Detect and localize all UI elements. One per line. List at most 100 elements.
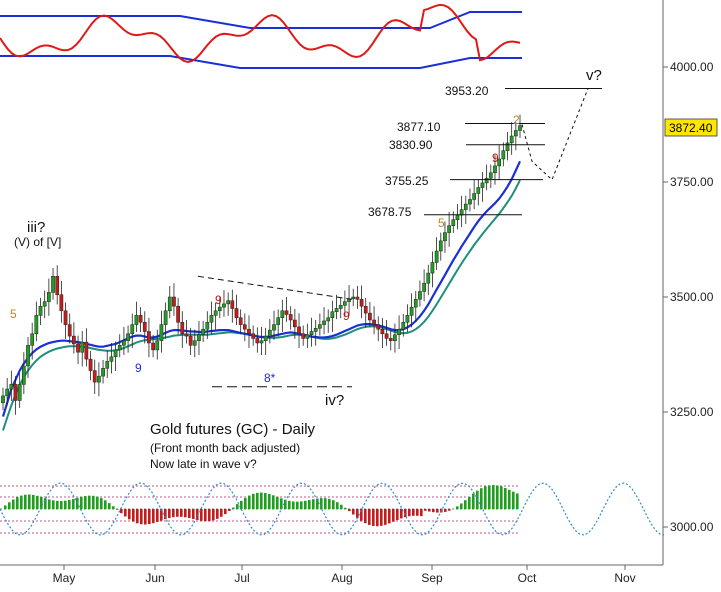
oscillator-bar (488, 485, 491, 509)
candle-body (438, 240, 443, 252)
oscillator-bar (168, 509, 171, 518)
oscillator-bar (424, 509, 427, 511)
candle-body (209, 315, 214, 323)
upper-band-line (0, 11, 522, 29)
oscillator-bar (504, 487, 507, 509)
oscillator-bar (112, 506, 115, 509)
x-tick-label: May (53, 571, 76, 585)
level-label-3877: 3877.10 (397, 120, 441, 134)
oscillator-bar (216, 509, 219, 519)
candle-body (284, 310, 289, 315)
candle-body (330, 311, 335, 318)
oscillator-bar (472, 493, 475, 509)
y-tick-label: 3500.00 (670, 290, 714, 304)
oscillator-bar (344, 507, 347, 509)
oscillator-bar (36, 495, 39, 509)
candle-body (97, 375, 101, 383)
oscillator-bar (332, 500, 335, 509)
oscillator-bar (516, 493, 519, 509)
candle-body (476, 187, 481, 194)
top-oscillator (0, 3, 522, 69)
oscillator-bar (400, 509, 403, 519)
oscillator-bar (492, 485, 495, 509)
candle-body (155, 340, 160, 351)
oscillator-bar (188, 509, 191, 519)
last-price-badge (664, 118, 718, 137)
candle-body (213, 310, 218, 316)
count-label: 5 (438, 216, 445, 230)
candle-body (355, 296, 360, 300)
oscillator-bar (396, 509, 399, 521)
oscillator-bar (236, 504, 239, 509)
oscillator-bar (288, 500, 291, 509)
x-tick-label: Oct (518, 571, 537, 585)
count-label: 9 (215, 293, 222, 307)
oscillator-bar (132, 509, 135, 522)
oscillator-bar (408, 509, 411, 517)
oscillator-bar (12, 499, 15, 509)
chart-subtitle-2: Now late in wave v? (150, 457, 257, 471)
candle-body (80, 341, 85, 353)
oscillator-bar (420, 509, 423, 517)
candle-body (401, 322, 406, 330)
oscillator-bar (84, 496, 87, 509)
candle-body (405, 315, 410, 323)
candle-body (301, 333, 306, 339)
projection-path (521, 88, 589, 181)
chart-subtitle-1: (Front month back adjusted) (150, 441, 300, 455)
oscillator-bar (28, 494, 31, 509)
candle-body (472, 193, 476, 200)
y-tick-label: 3250.00 (670, 405, 714, 419)
oscillator-bar (308, 500, 311, 509)
oscillator-bar (16, 497, 19, 509)
candle-body (188, 335, 193, 346)
oscillator-bar (292, 501, 295, 509)
oscillator-bar (24, 494, 27, 509)
candle-body (67, 324, 72, 337)
oscillator-bar (280, 498, 283, 509)
oscillator-bar (4, 505, 7, 509)
candle-body (297, 326, 301, 335)
oscillator-bar (264, 492, 267, 509)
oscillator-bar (368, 509, 371, 525)
candle-body (159, 324, 164, 341)
last-price-label: 3872.40 (669, 121, 713, 135)
oscillator-bar (496, 485, 499, 509)
oscillator-bar (232, 507, 235, 509)
candle-body (59, 294, 64, 312)
candle-body (130, 324, 135, 335)
oscillator-bar (220, 509, 223, 517)
candle-body (493, 165, 497, 174)
candle-body (372, 319, 376, 325)
oscillator-bar (436, 509, 439, 513)
count-label: 2 (513, 113, 520, 127)
oscillator-bar (224, 509, 227, 515)
oscillator-bar (80, 496, 83, 509)
candle-body (238, 317, 243, 325)
candle-body (92, 370, 97, 383)
oscillator-bar (52, 500, 55, 509)
candle-body (163, 310, 168, 325)
oscillator-bar (512, 491, 515, 509)
oscillator-bar (428, 509, 431, 512)
oscillator-bar (500, 486, 503, 509)
oscillator-bar (304, 500, 307, 509)
oscillator-bar (388, 509, 391, 524)
oscillator-bar (68, 500, 71, 509)
oscillator-bar (316, 498, 319, 509)
oscillator-bar (136, 509, 139, 524)
cycle-wave-line (0, 482, 665, 536)
candle-body (463, 203, 468, 210)
count-label: 9 (135, 361, 142, 375)
oscillator-bar (140, 509, 143, 525)
candle-body (101, 368, 105, 377)
candle-body (368, 312, 372, 321)
candle-body (497, 158, 502, 167)
oscillator-bar (284, 499, 287, 509)
candle-body (251, 333, 256, 339)
candle-body (263, 335, 268, 341)
candle-body (393, 334, 397, 341)
candle-body (443, 232, 447, 242)
candle-body (363, 305, 368, 314)
count-label: 8* (264, 371, 276, 385)
